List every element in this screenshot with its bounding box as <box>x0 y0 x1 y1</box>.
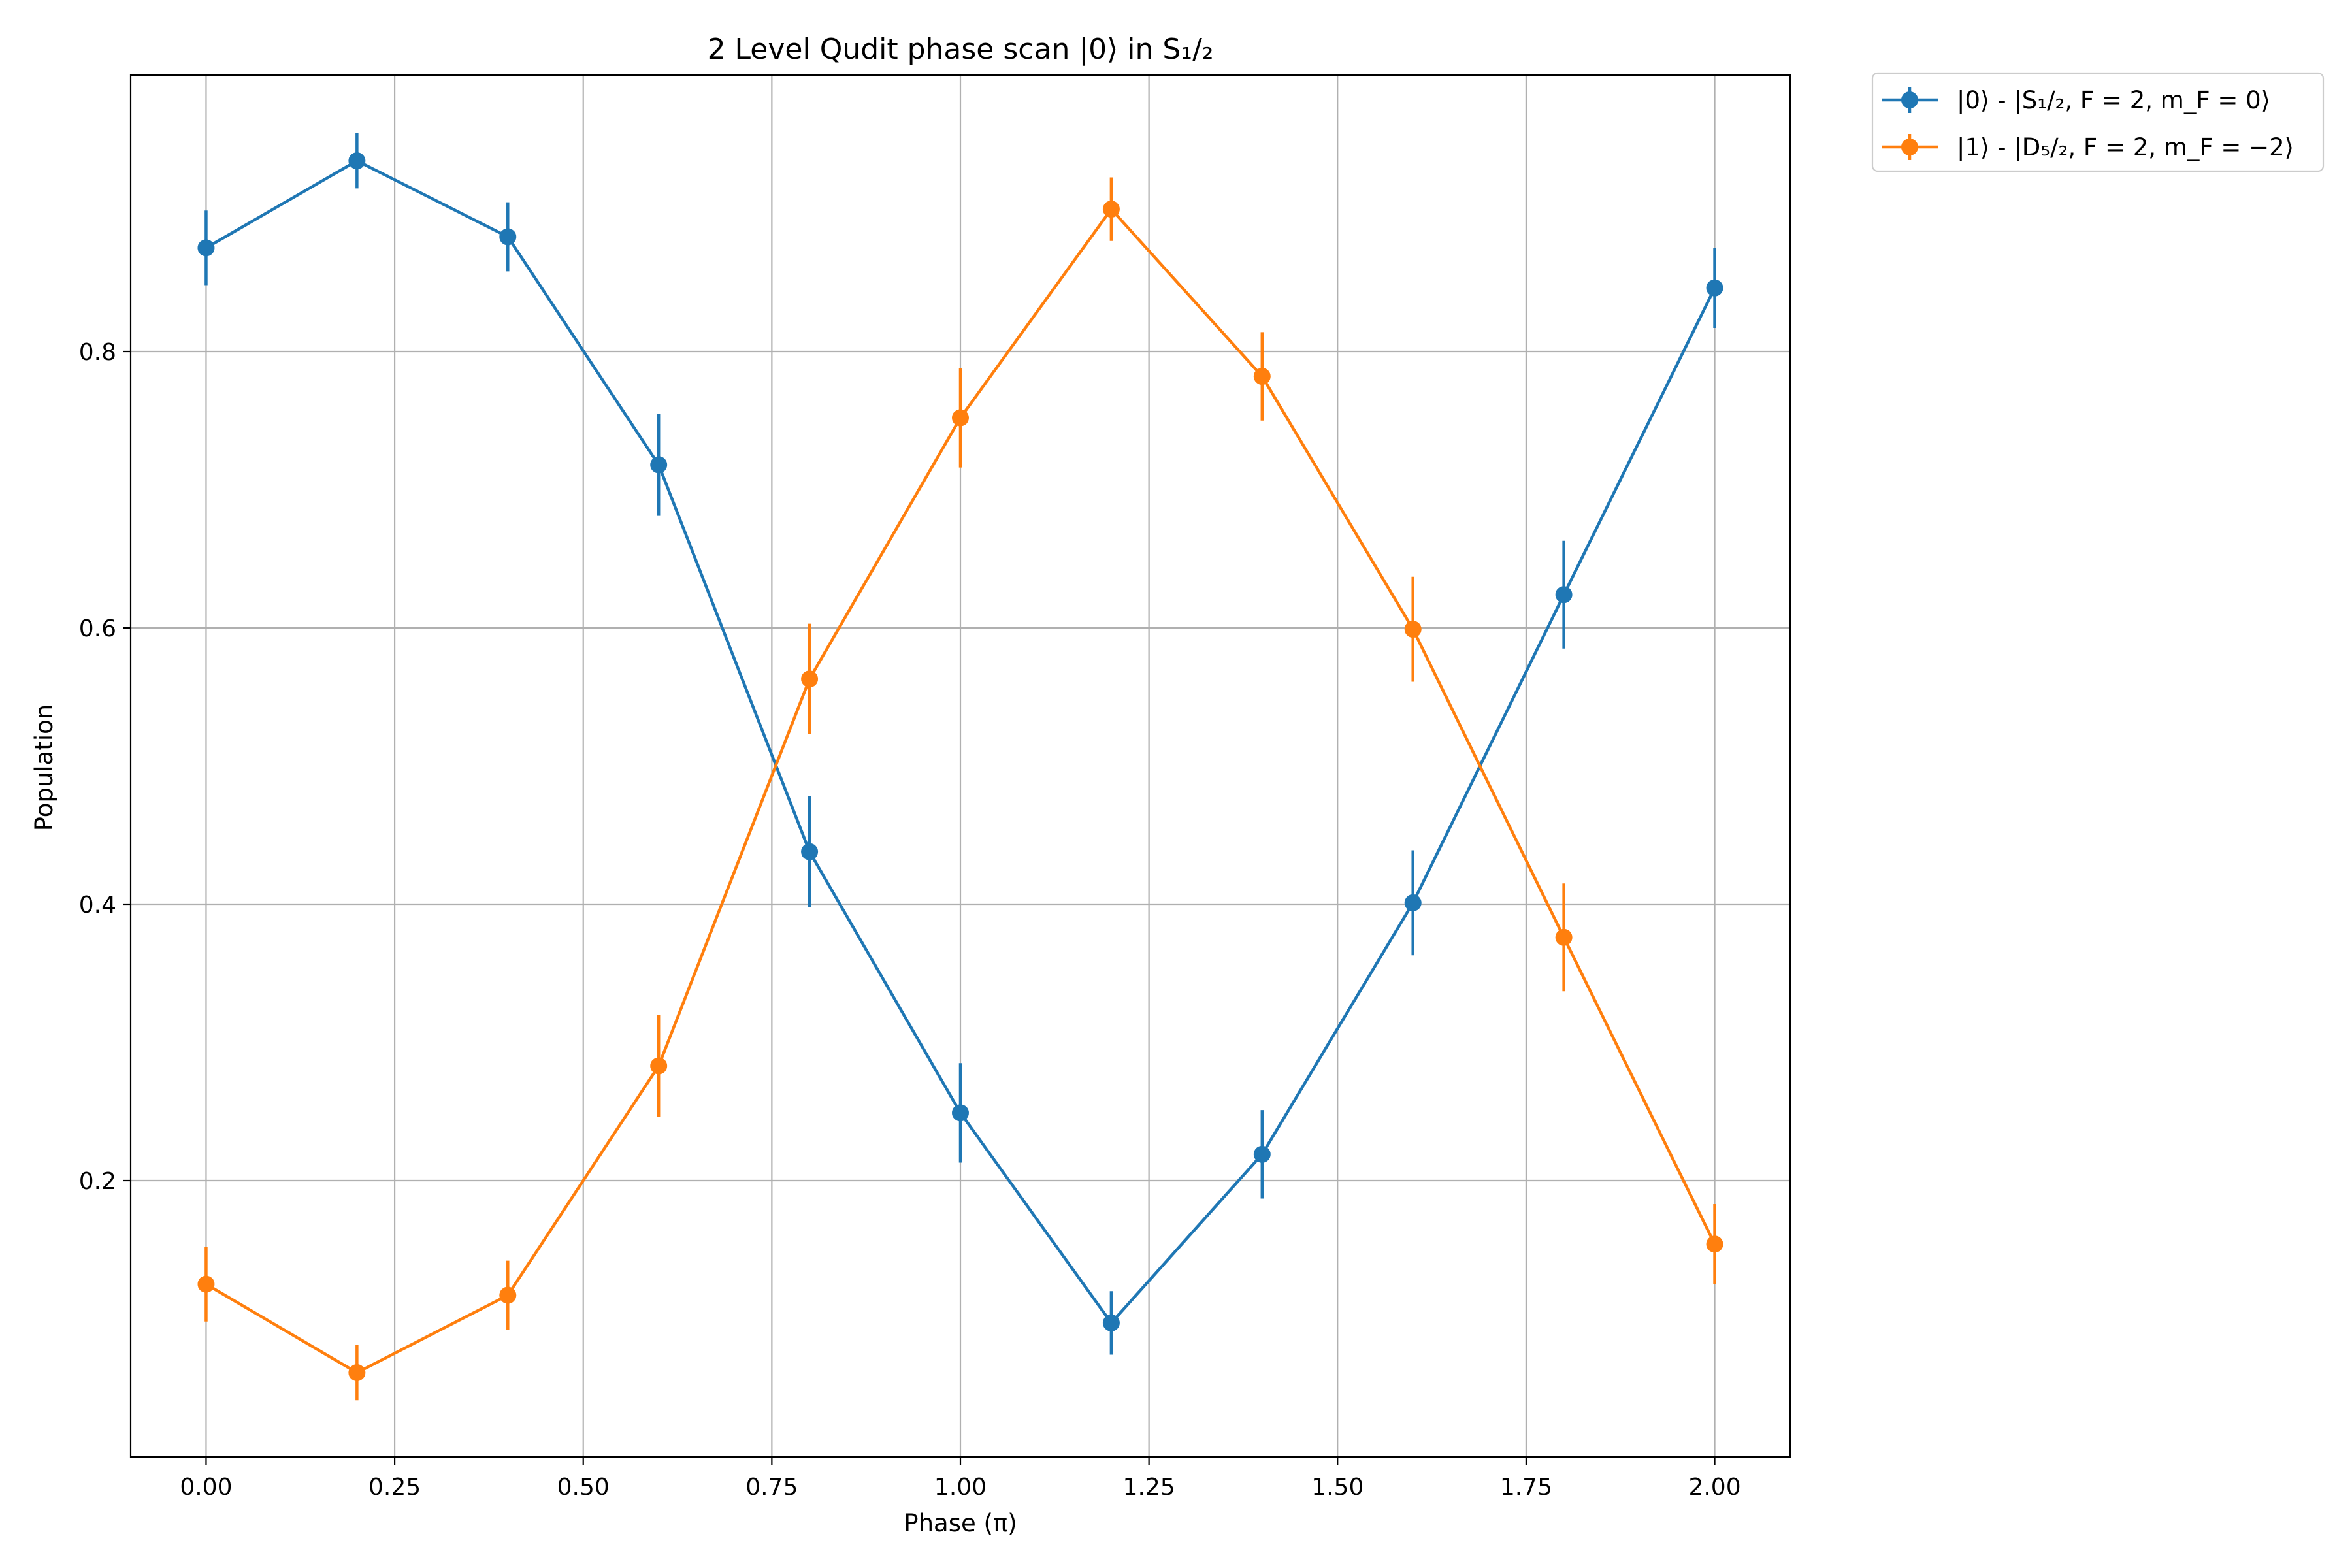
data-point <box>952 1104 969 1122</box>
y-tick-label: 0.8 <box>79 339 116 366</box>
chart-title: 2 Level Qudit phase scan |0⟩ in S₁/₂ <box>708 33 1214 66</box>
legend-label: |1⟩ - |D₅/₂, F = 2, m_F = −2⟩ <box>1957 133 2294 161</box>
x-tick-label: 1.50 <box>1311 1474 1364 1501</box>
y-tick-label: 0.6 <box>79 615 116 642</box>
y-axis-label: Population <box>30 704 58 831</box>
x-tick-label: 1.75 <box>1500 1474 1552 1501</box>
data-point <box>1253 1145 1271 1163</box>
data-series <box>197 133 1723 1401</box>
data-point <box>650 1057 668 1075</box>
data-point <box>952 409 969 427</box>
legend-box <box>1871 72 2325 172</box>
x-tick-label: 0.50 <box>557 1474 610 1501</box>
data-point <box>1404 621 1422 638</box>
x-tick-label: 1.25 <box>1123 1474 1175 1501</box>
data-point <box>1404 894 1422 911</box>
x-axis-label: Phase (π) <box>904 1509 1017 1537</box>
legend-swatch-marker <box>1901 139 1918 155</box>
x-tick-label: 2.00 <box>1688 1474 1740 1501</box>
legend: |0⟩ - |S₁/₂, F = 2, m_F = 0⟩ |1⟩ - |D₅/₂,… <box>1871 72 2325 172</box>
series-1 <box>197 177 1723 1401</box>
series-0 <box>197 133 1723 1355</box>
legend-entry-0: |0⟩ - |S₁/₂, F = 2, m_F = 0⟩ <box>1882 86 2270 114</box>
x-tick-label: 0.75 <box>745 1474 798 1501</box>
legend-entry-1: |1⟩ - |D₅/₂, F = 2, m_F = −2⟩ <box>1882 133 2294 161</box>
data-point <box>348 1364 366 1381</box>
data-point <box>801 670 819 688</box>
data-point <box>1253 368 1271 385</box>
data-point <box>499 1286 517 1304</box>
data-point <box>1555 928 1573 946</box>
data-point <box>1102 1314 1120 1331</box>
grid <box>131 75 1790 1457</box>
data-point <box>348 152 366 170</box>
data-point <box>1555 586 1573 604</box>
axis-ticks: 0.00 0.25 0.50 0.75 1.00 1.25 1.50 1.75 2.00 0.2 0… <box>79 339 1741 1501</box>
x-tick-label: 0.25 <box>368 1474 421 1501</box>
y-tick-label: 0.2 <box>79 1168 116 1195</box>
data-point <box>801 843 819 860</box>
data-point <box>499 228 517 246</box>
data-point <box>197 239 215 257</box>
legend-swatch-marker <box>1901 91 1918 108</box>
x-tick-label: 0.00 <box>180 1474 232 1501</box>
data-point <box>650 456 668 474</box>
y-tick-label: 0.4 <box>79 892 116 919</box>
data-point <box>1706 279 1723 297</box>
legend-label: |0⟩ - |S₁/₂, F = 2, m_F = 0⟩ <box>1957 86 2270 114</box>
data-point <box>197 1275 215 1293</box>
data-point <box>1706 1235 1723 1253</box>
x-tick-label: 1.00 <box>934 1474 987 1501</box>
data-point <box>1102 201 1120 218</box>
